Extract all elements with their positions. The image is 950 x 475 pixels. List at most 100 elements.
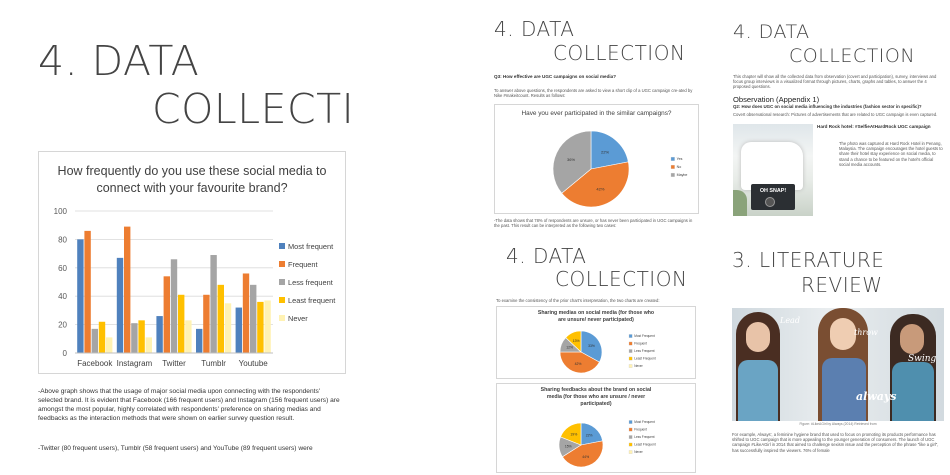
q2-pie-data-label: 36% bbox=[567, 157, 575, 162]
q2-pie-slice-yes bbox=[590, 130, 629, 170]
bar-instagram-most-frequent bbox=[116, 257, 124, 353]
media-pie-legend-swatch-never bbox=[628, 364, 633, 368]
bar-youtube-least-frequent bbox=[257, 301, 264, 353]
q2-pie-data-label: 22% bbox=[601, 149, 609, 154]
bar-tumblr-frequent bbox=[203, 294, 210, 353]
girl-left-face bbox=[746, 322, 770, 352]
obs-title-line1: 4. DATA bbox=[733, 21, 810, 43]
feedback-pie-data-label: 15% bbox=[565, 444, 572, 448]
bar-youtube-less-frequent bbox=[250, 284, 257, 353]
bar-facebook-least-frequent bbox=[98, 321, 106, 353]
obs-covert: Covert observational research: Pictures … bbox=[733, 112, 938, 117]
obs-title-line2: COLLECTION bbox=[789, 45, 916, 67]
media-pie-legend-swatch-most-frequent bbox=[628, 334, 633, 338]
pies-title-line2: COLLECTION bbox=[555, 267, 688, 291]
photo-plant bbox=[733, 190, 747, 216]
q2-pie-legend-label-maybe: Maybe bbox=[677, 173, 688, 177]
slide-observation: 4. DATA COLLECTION This chapter will sho… bbox=[731, 0, 948, 230]
bar-chart-container: How frequently do you use these social m… bbox=[38, 151, 346, 374]
feedback-pie-data-label: 44% bbox=[582, 455, 589, 459]
legend-swatch-never bbox=[279, 315, 285, 321]
q2-pie-title: Have you ever participated in the simila… bbox=[521, 110, 672, 117]
bar-youtube-most-frequent bbox=[235, 307, 242, 353]
bar-chart-title-line1: How frequently do you use these social m… bbox=[57, 164, 327, 178]
media-pie-legend-label-most-frequent: Most Frequent bbox=[634, 334, 655, 338]
media-pie-data-label: 12% bbox=[566, 346, 573, 350]
legend-swatch-most-frequent bbox=[279, 243, 285, 249]
y-tick-label: 60 bbox=[58, 264, 67, 273]
girl-center-shirt bbox=[822, 358, 866, 421]
main-paragraph-1: -Above graph shows that the usage of maj… bbox=[38, 388, 340, 422]
pie-media-plot: 33% 42% 12%13% Most Frequent Frequent Less Fr… bbox=[559, 330, 656, 374]
feedback-pie-legend-label-never: Never bbox=[634, 450, 643, 454]
lit-title-line1: 3. LITERATURE bbox=[732, 248, 885, 272]
legend-label-never: Never bbox=[288, 314, 308, 323]
x-tick-label: Twitter bbox=[162, 359, 186, 368]
pies-title-line1: 4. DATA bbox=[506, 244, 587, 268]
feedback-pie-legend-swatch-least-frequent bbox=[628, 442, 633, 447]
y-tick-label: 100 bbox=[54, 207, 68, 216]
q2-pie-legend-swatch-maybe bbox=[670, 172, 675, 177]
legend-label-frequent: Frequent bbox=[288, 260, 318, 269]
q2-pie-plot: 22% 42% 36% Yes No Maybe bbox=[552, 130, 688, 208]
pies-intro: To examine the consistency of the prior … bbox=[496, 298, 660, 303]
bar-twitter-frequent bbox=[163, 276, 170, 353]
media-pie-legend-label-frequent: Frequent bbox=[634, 342, 647, 346]
girl-left-shirt bbox=[738, 360, 778, 421]
girl-right-shirt bbox=[892, 362, 934, 421]
bar-instagram-least-frequent bbox=[138, 320, 145, 353]
q2-pie-legend-label-yes: Yes bbox=[677, 157, 683, 161]
bar-twitter-least-frequent bbox=[178, 294, 185, 353]
bar-instagram-never bbox=[145, 337, 152, 353]
img-word-lead: Lead bbox=[780, 316, 800, 325]
legend-label-least-frequent: Least frequent bbox=[288, 296, 335, 305]
slide-title-line2: COLLECTION bbox=[152, 85, 350, 133]
photo-lens-icon bbox=[765, 197, 775, 207]
bar-facebook-less-frequent bbox=[91, 328, 98, 353]
pie-feedback-title-line2: media (for those who are unsure / never bbox=[546, 394, 646, 400]
bar-youtube-frequent bbox=[242, 273, 250, 353]
feedback-pie-legend-label-most-frequent: Most Frequent bbox=[634, 420, 655, 424]
bar-instagram-less-frequent bbox=[131, 323, 138, 353]
x-tick-label: Facebook bbox=[77, 359, 113, 368]
bar-facebook-never bbox=[106, 337, 113, 353]
bar-facebook-most-frequent bbox=[77, 239, 84, 353]
bar-twitter-most-frequent bbox=[156, 316, 163, 353]
lit-body: For example, Always', a feminine hygiene… bbox=[732, 432, 939, 453]
bar-tumblr-least-frequent bbox=[217, 284, 224, 353]
bar-instagram-frequent bbox=[124, 226, 131, 353]
media-pie-slice-most-frequent bbox=[580, 330, 603, 363]
bar-tumblr-most-frequent bbox=[196, 328, 203, 353]
q2-pie-legend-swatch-no bbox=[670, 164, 675, 169]
lit-title-line2: REVIEW bbox=[801, 273, 883, 297]
bar-chart-title-line2: connect with your favourite brand? bbox=[96, 181, 288, 195]
media-pie-legend-swatch-less-frequent bbox=[628, 349, 633, 353]
slide-main: 4. DATA COLLECTION How frequently do you… bbox=[0, 0, 350, 475]
pie-feedback-title-line3: participated) bbox=[580, 401, 612, 407]
legend-swatch-less-frequent bbox=[279, 279, 285, 285]
feedback-pie-slice-frequent bbox=[562, 440, 604, 468]
media-pie-data-label: 33% bbox=[588, 344, 595, 348]
y-tick-label: 40 bbox=[58, 292, 67, 301]
obs-heading: Observation (Appendix 1) bbox=[733, 95, 820, 104]
media-pie-legend-swatch-frequent bbox=[628, 341, 633, 346]
y-tick-label: 80 bbox=[58, 235, 67, 244]
q2-title-line1: 4. DATA bbox=[494, 17, 575, 41]
q2-footer: -The data shows that 78% of respondents … bbox=[494, 218, 693, 229]
bar-youtube-never bbox=[264, 300, 271, 353]
slide-pies: 4. DATA COLLECTION To examine the consis… bbox=[493, 238, 699, 475]
bar-tumblr-less-frequent bbox=[210, 255, 217, 353]
pie-media-title-line2: are unsure/ never participated) bbox=[558, 317, 634, 323]
feedback-pie-legend-swatch-less-frequent bbox=[628, 435, 633, 439]
feedback-pie-legend-swatch-never bbox=[628, 450, 633, 454]
obs-caption-body: The photo was captured at Hard Rock Hote… bbox=[839, 141, 943, 167]
bar-tumblr-never bbox=[224, 303, 232, 353]
legend-swatch-frequent bbox=[279, 261, 285, 267]
q2-pie-slice-no bbox=[561, 161, 630, 208]
q2-pie-container: Have you ever participated in the simila… bbox=[494, 104, 699, 214]
pie-media-container: Sharing medias on social media (for thos… bbox=[496, 306, 696, 379]
q2-pie-slice-maybe bbox=[552, 130, 592, 194]
q2-intro: To answer above questions, the responden… bbox=[494, 88, 693, 99]
media-pie-legend-label-never: Never bbox=[634, 364, 643, 368]
feedback-pie-data-label: 22% bbox=[586, 433, 593, 437]
